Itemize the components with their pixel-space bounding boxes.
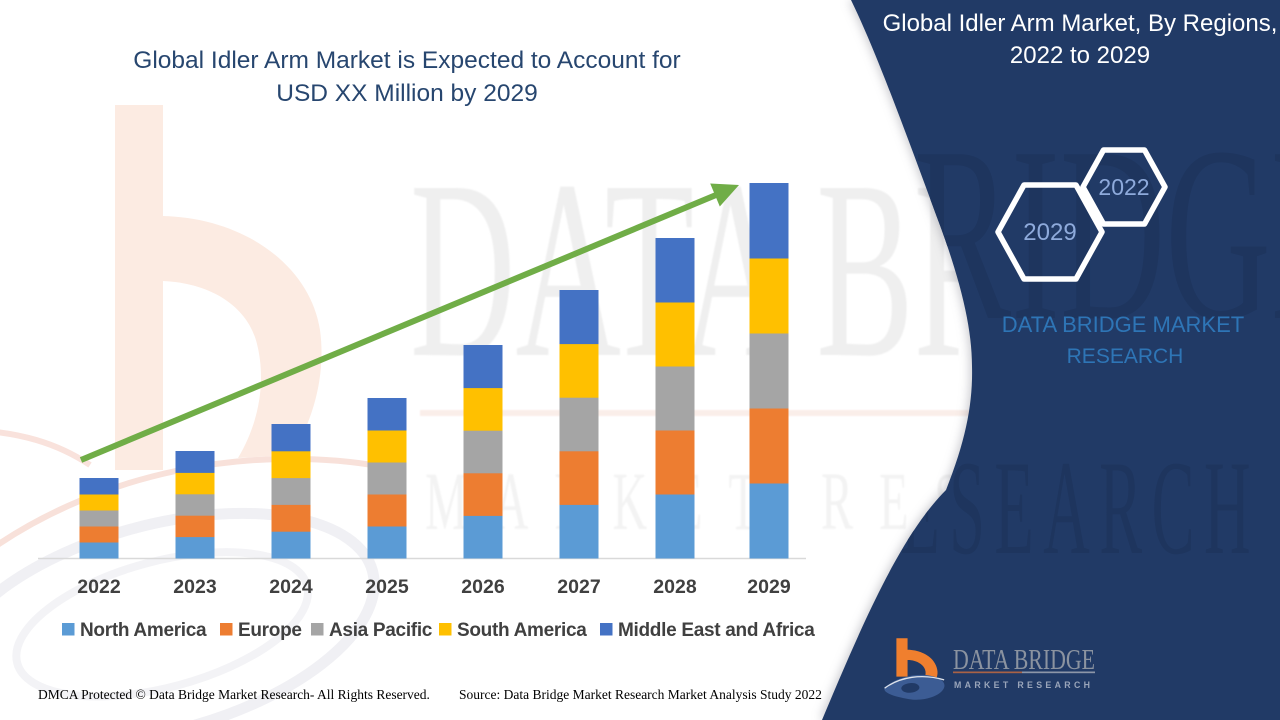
svg-text:DATA BRIDGE: DATA BRIDGE — [953, 645, 1095, 676]
svg-text:2024: 2024 — [269, 576, 313, 598]
svg-text:North America: North America — [80, 620, 207, 641]
svg-text:Asia Pacific: Asia Pacific — [329, 620, 433, 641]
svg-text:RESEARCH: RESEARCH — [1067, 345, 1184, 368]
svg-text:DMCA Protected © Data Bridge M: DMCA Protected © Data Bridge Market Rese… — [38, 687, 430, 702]
svg-text:2026: 2026 — [461, 576, 505, 598]
svg-text:2029: 2029 — [747, 576, 791, 598]
svg-text:2025: 2025 — [365, 576, 409, 598]
svg-text:2023: 2023 — [173, 576, 217, 598]
svg-text:2022: 2022 — [77, 576, 121, 598]
svg-text:Source: Data Bridge Market Res: Source: Data Bridge Market Research Mark… — [459, 687, 822, 702]
svg-text:Middle East and Africa: Middle East and Africa — [618, 620, 815, 641]
svg-text:South America: South America — [457, 620, 587, 641]
svg-text:DATA BRIDGE MARKET: DATA BRIDGE MARKET — [1002, 312, 1244, 337]
svg-text:2028: 2028 — [653, 576, 697, 598]
svg-text:2027: 2027 — [557, 576, 600, 598]
svg-text:2029: 2029 — [1023, 219, 1076, 246]
svg-text:2022: 2022 — [1098, 174, 1149, 200]
svg-text:MARKET RESEARCH: MARKET RESEARCH — [954, 680, 1090, 690]
svg-text:Europe: Europe — [238, 620, 302, 641]
